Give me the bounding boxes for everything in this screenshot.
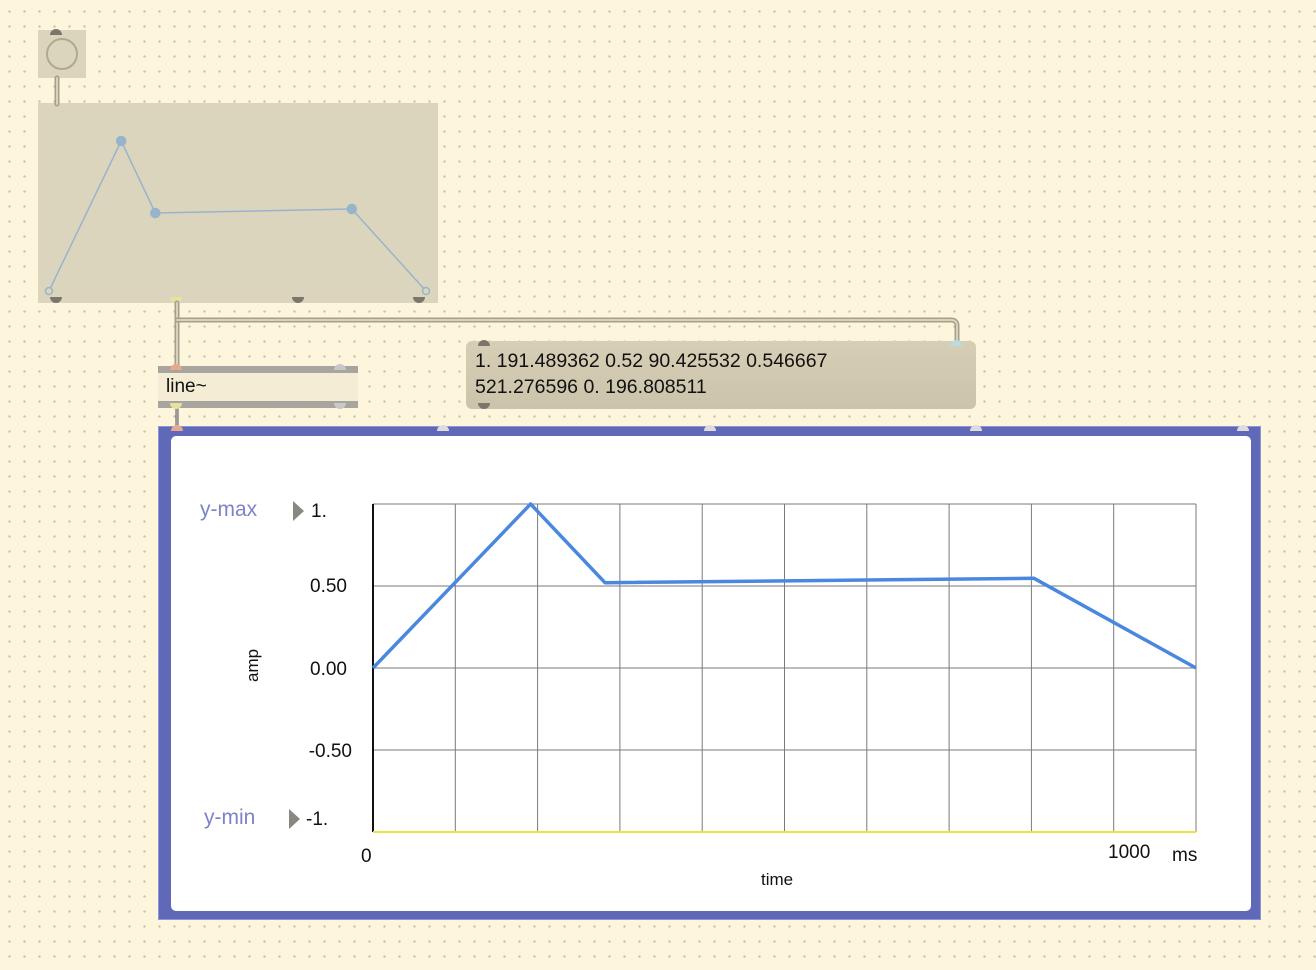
function-curve[interactable]	[38, 103, 438, 303]
message-line: 521.276596 0. 196.808511	[475, 376, 707, 398]
y-min-label: y-min	[204, 806, 256, 829]
message-line: 1. 191.489362 0.52 90.425532 0.546667	[475, 350, 828, 372]
inlet-port[interactable]	[950, 340, 962, 346]
outlet-port[interactable]	[292, 297, 304, 303]
y-min-arrow-icon[interactable]	[289, 809, 300, 829]
object-bottom-bar	[158, 401, 358, 408]
inlet-port[interactable]	[437, 425, 449, 431]
inlet-port[interactable]	[170, 364, 182, 370]
series-line	[371, 502, 1197, 670]
y-tick-label: 0.00	[310, 659, 347, 680]
inlet-port[interactable]	[171, 425, 183, 431]
outlet-port[interactable]	[170, 403, 182, 409]
y-max-arrow-icon[interactable]	[293, 501, 304, 521]
function-point	[150, 207, 161, 219]
object-top-bar	[158, 366, 358, 373]
button-object[interactable]	[38, 29, 86, 78]
y-tick-label: 0.50	[310, 576, 347, 597]
message-box[interactable]: 1. 191.489362 0.52 90.425532 0.546667 52…	[466, 340, 976, 409]
inlet-port[interactable]	[704, 425, 716, 431]
object-label: line~	[166, 376, 207, 397]
x-end-label: 1000	[1108, 842, 1151, 863]
inlet-port[interactable]	[334, 364, 346, 370]
function-point	[421, 286, 431, 296]
inlet-port[interactable]	[478, 340, 490, 346]
inlet-port[interactable]	[970, 425, 982, 431]
outlet-port[interactable]	[478, 403, 490, 409]
x-unit-label: ms	[1172, 845, 1198, 866]
outlet-port[interactable]	[334, 403, 346, 409]
plot-area: y-max 1. y-min -1. 0.50 0.00 -0.50 amp 0…	[171, 436, 1251, 911]
inlet-port[interactable]	[1237, 425, 1249, 431]
button-ring-icon[interactable]	[46, 38, 78, 70]
function-line	[48, 139, 427, 292]
plot-graph	[371, 502, 1197, 833]
x-start-label: 0	[361, 846, 372, 867]
x-axis-title: time	[761, 870, 794, 889]
function-editor[interactable]	[38, 103, 438, 303]
y-max-label: y-max	[200, 498, 258, 521]
function-point	[346, 203, 358, 215]
y-axis-title: amp	[243, 648, 262, 682]
inlet-port[interactable]	[50, 29, 62, 35]
function-point	[44, 286, 54, 296]
function-point	[115, 135, 127, 147]
outlet-port[interactable]	[50, 297, 62, 303]
outlet-port[interactable]	[170, 297, 182, 303]
y-tick-label: -0.50	[308, 741, 352, 762]
y-min-number[interactable]: -1.	[306, 809, 329, 830]
plot-object[interactable]: y-max 1. y-min -1. 0.50 0.00 -0.50 amp 0…	[158, 425, 1261, 920]
y-max-number[interactable]: 1.	[311, 501, 327, 522]
outlet-port[interactable]	[413, 297, 425, 303]
line-object[interactable]: line~	[158, 364, 358, 409]
